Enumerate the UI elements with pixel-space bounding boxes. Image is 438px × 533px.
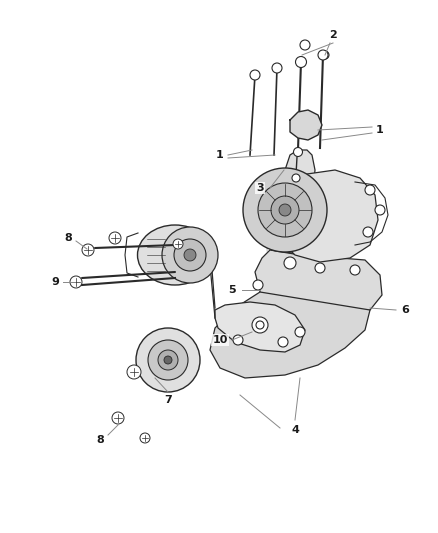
- Circle shape: [364, 185, 374, 195]
- Circle shape: [317, 50, 327, 60]
- Text: 1: 1: [215, 150, 223, 160]
- Circle shape: [291, 174, 299, 182]
- Polygon shape: [290, 110, 321, 140]
- Circle shape: [173, 239, 183, 249]
- Circle shape: [233, 335, 243, 345]
- Text: 1: 1: [375, 125, 383, 135]
- Circle shape: [127, 365, 141, 379]
- Circle shape: [349, 265, 359, 275]
- Circle shape: [255, 321, 263, 329]
- Text: 7: 7: [164, 395, 172, 405]
- Text: 6: 6: [400, 305, 408, 315]
- Circle shape: [148, 340, 187, 380]
- Circle shape: [279, 204, 290, 216]
- Text: 2: 2: [328, 30, 336, 40]
- Circle shape: [82, 244, 94, 256]
- Circle shape: [314, 263, 324, 273]
- Polygon shape: [272, 150, 314, 255]
- Text: 5: 5: [228, 285, 235, 295]
- Circle shape: [70, 276, 82, 288]
- Circle shape: [277, 337, 287, 347]
- Circle shape: [249, 70, 259, 80]
- Circle shape: [136, 328, 200, 392]
- Polygon shape: [209, 292, 369, 378]
- Text: 8: 8: [64, 233, 72, 243]
- Circle shape: [362, 227, 372, 237]
- Circle shape: [283, 257, 295, 269]
- Circle shape: [158, 350, 177, 370]
- Circle shape: [243, 168, 326, 252]
- Ellipse shape: [137, 225, 212, 285]
- Circle shape: [184, 249, 195, 261]
- Circle shape: [374, 205, 384, 215]
- Circle shape: [140, 433, 150, 443]
- Polygon shape: [254, 250, 381, 318]
- Text: 10: 10: [212, 335, 227, 345]
- Circle shape: [272, 63, 281, 73]
- Circle shape: [173, 239, 205, 271]
- Circle shape: [109, 232, 121, 244]
- Polygon shape: [272, 170, 377, 262]
- Circle shape: [294, 327, 304, 337]
- Circle shape: [270, 196, 298, 224]
- Circle shape: [164, 356, 172, 364]
- Circle shape: [112, 412, 124, 424]
- Text: 8: 8: [96, 435, 104, 445]
- Circle shape: [162, 227, 218, 283]
- Circle shape: [258, 183, 311, 237]
- Circle shape: [320, 51, 328, 59]
- Circle shape: [251, 317, 267, 333]
- Circle shape: [293, 148, 302, 157]
- Circle shape: [295, 56, 306, 68]
- Text: 4: 4: [290, 425, 298, 435]
- Circle shape: [299, 40, 309, 50]
- Circle shape: [252, 280, 262, 290]
- Text: 3: 3: [256, 183, 263, 193]
- Text: 9: 9: [51, 277, 59, 287]
- Polygon shape: [215, 302, 304, 352]
